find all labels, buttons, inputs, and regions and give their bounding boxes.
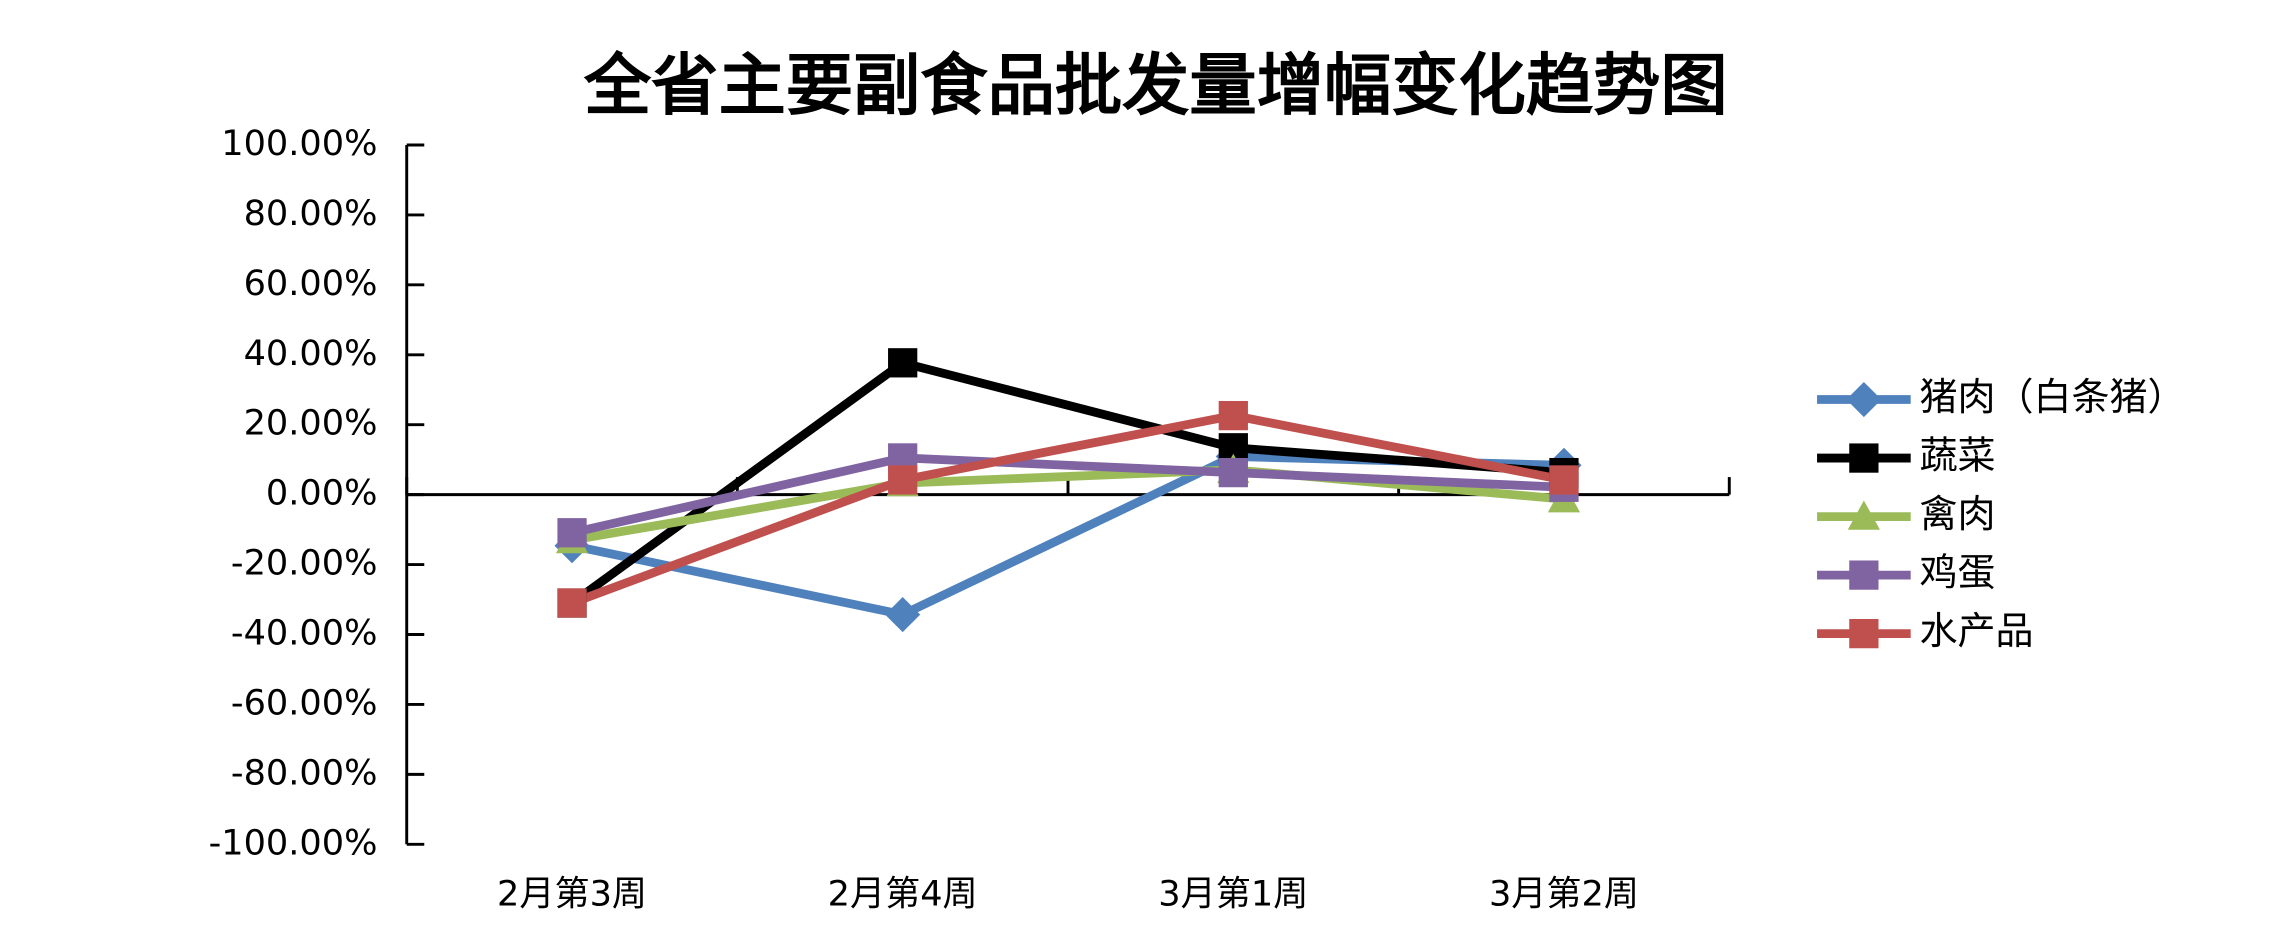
y-tick-label: -40.00%	[231, 613, 378, 654]
x-tick-label: 2月第3周	[497, 874, 647, 915]
legend-marker	[1849, 443, 1879, 473]
data-point	[888, 465, 918, 495]
legend-label: 猪肉（白条猪）	[1919, 375, 2185, 419]
legend-marker	[1847, 500, 1880, 530]
y-tick-label: 40.00%	[244, 333, 378, 374]
legend-label: 水产品	[1919, 609, 2033, 653]
x-tick-label: 3月第1周	[1158, 874, 1308, 915]
y-tick-label: 60.00%	[244, 263, 378, 304]
data-point	[557, 518, 587, 548]
series-line	[571, 465, 1565, 545]
legend-marker	[1849, 560, 1879, 590]
legend-marker	[1846, 381, 1882, 418]
y-tick-label: -100.00%	[209, 822, 378, 863]
data-point	[888, 348, 918, 378]
y-tick-label: 80.00%	[244, 193, 378, 234]
y-tick-label: -80.00%	[231, 752, 378, 793]
series-line	[571, 453, 1565, 538]
x-tick-label: 2月第4周	[828, 874, 978, 915]
series-line	[570, 411, 1565, 608]
data-point	[1549, 465, 1579, 495]
data-point	[1218, 457, 1248, 488]
data-point	[885, 597, 921, 633]
x-tick-label: 3月第2周	[1489, 874, 1639, 915]
data-point	[1218, 400, 1248, 431]
y-tick-label: 100.00%	[221, 123, 377, 164]
y-tick-label: 0.00%	[266, 473, 378, 514]
series-line	[569, 358, 1565, 607]
legend-marker	[1849, 618, 1879, 649]
chart-title: 全省主要副食品批发量增幅变化趋势图	[583, 45, 1728, 124]
data-point	[557, 588, 587, 618]
legend-label: 禽肉	[1919, 492, 1995, 536]
y-tick-label: -60.00%	[231, 682, 378, 723]
legend-label: 蔬菜	[1919, 434, 1995, 478]
y-tick-label: 20.00%	[244, 403, 378, 444]
y-tick-label: -20.00%	[231, 543, 378, 584]
legend-label: 鸡蛋	[1919, 551, 1995, 595]
